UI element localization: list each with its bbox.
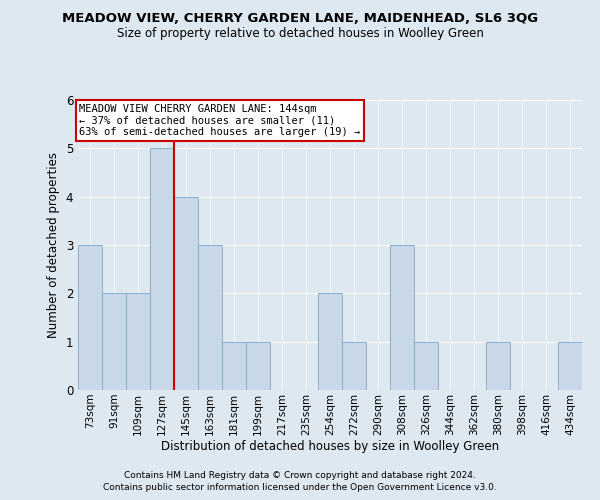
Text: MEADOW VIEW CHERRY GARDEN LANE: 144sqm
← 37% of detached houses are smaller (11): MEADOW VIEW CHERRY GARDEN LANE: 144sqm ←… [79,104,361,137]
Bar [414,342,438,390]
Bar [486,342,510,390]
Bar [558,342,582,390]
Text: Contains public sector information licensed under the Open Government Licence v3: Contains public sector information licen… [103,484,497,492]
Bar [390,245,414,390]
Bar [102,294,126,390]
Text: MEADOW VIEW, CHERRY GARDEN LANE, MAIDENHEAD, SL6 3QG: MEADOW VIEW, CHERRY GARDEN LANE, MAIDENH… [62,12,538,26]
Bar [126,294,150,390]
Bar [174,196,198,390]
Text: Size of property relative to detached houses in Woolley Green: Size of property relative to detached ho… [116,28,484,40]
Bar [342,342,366,390]
Bar [150,148,174,390]
Bar [246,342,270,390]
Bar [318,294,342,390]
Text: Contains HM Land Registry data © Crown copyright and database right 2024.: Contains HM Land Registry data © Crown c… [124,471,476,480]
Bar [222,342,246,390]
Bar [198,245,222,390]
X-axis label: Distribution of detached houses by size in Woolley Green: Distribution of detached houses by size … [161,440,499,454]
Y-axis label: Number of detached properties: Number of detached properties [47,152,60,338]
Bar [78,245,102,390]
